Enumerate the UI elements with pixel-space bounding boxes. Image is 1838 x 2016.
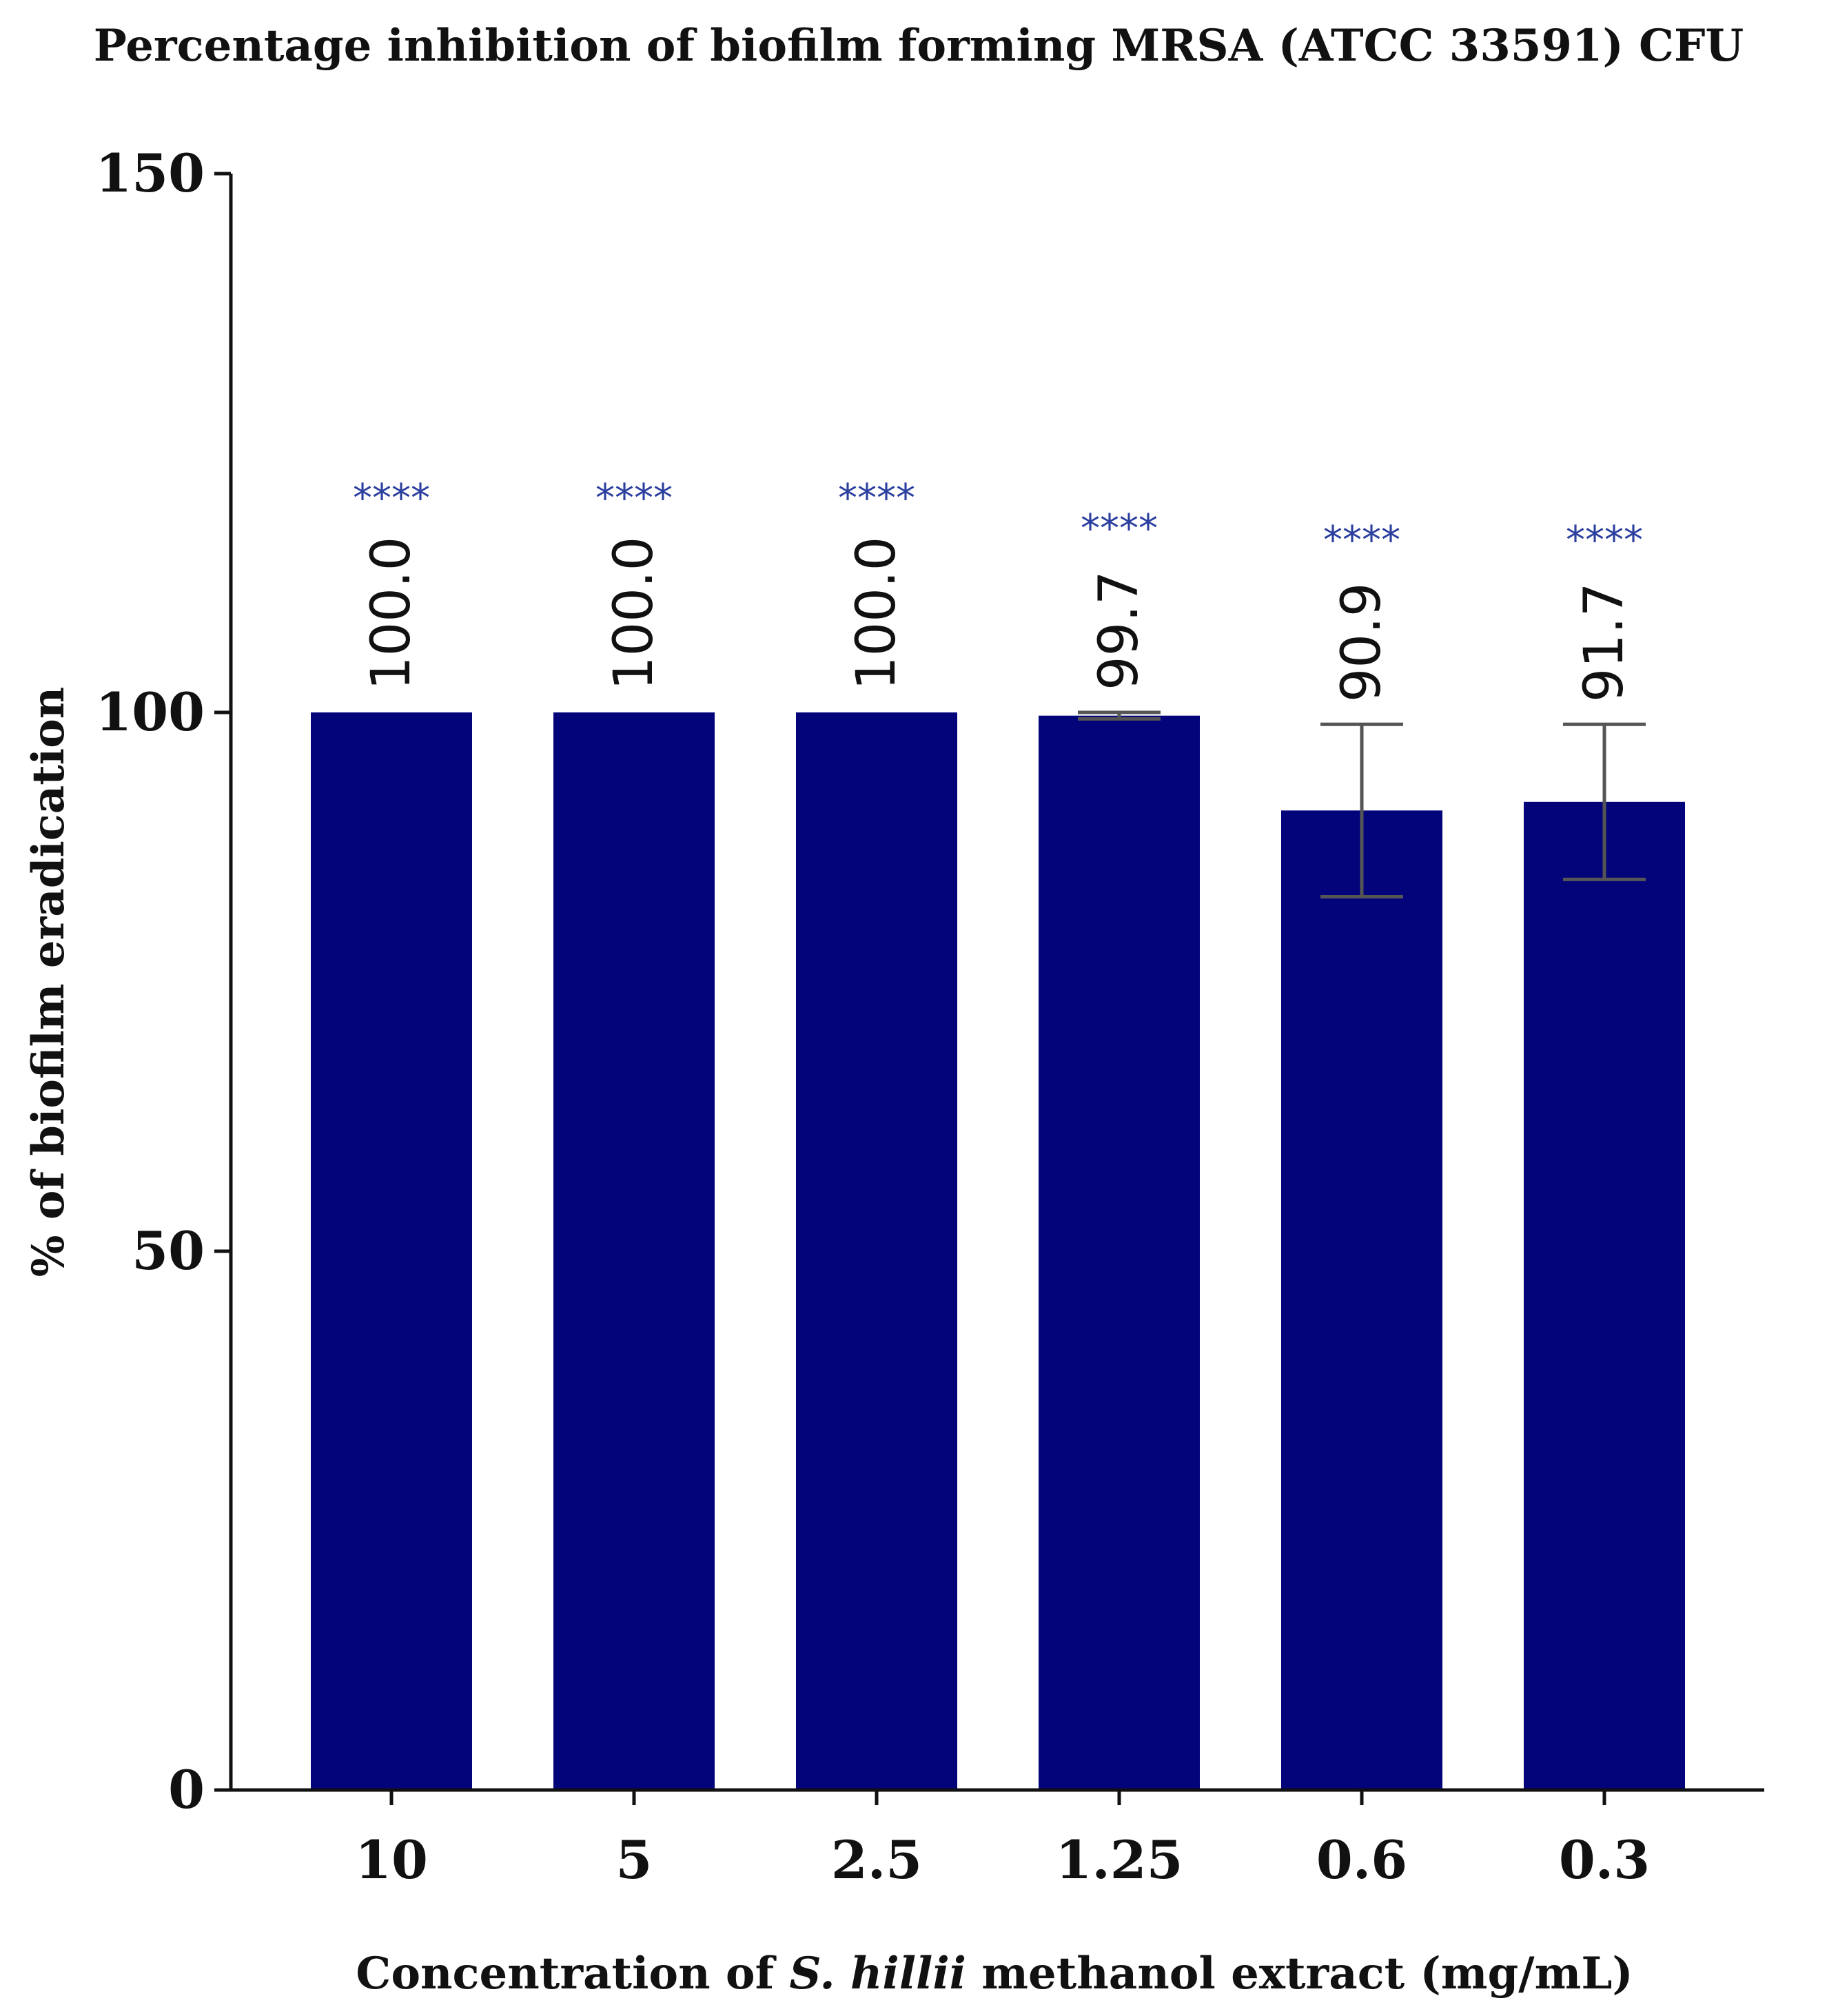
significance-label-0.3: **** (1566, 518, 1643, 563)
error-bars-layer (1078, 710, 1646, 898)
significance-label-1.25: **** (1081, 506, 1158, 551)
bar-1.25 (1039, 715, 1200, 1790)
y-ticks-layer: 0 50 100 150 (95, 143, 231, 1820)
x-axis-label-suffix: methanol extract (mg/mL) (966, 1948, 1633, 1999)
x-axis-label-prefix: Concentration of (356, 1948, 789, 1999)
error-bar-0.3 (1563, 722, 1646, 881)
significance-label-5: **** (595, 476, 673, 521)
bar-0.6 (1281, 810, 1442, 1790)
value-label-1.25: 99.7 (1088, 570, 1150, 690)
value-label-10: 100.0 (360, 537, 422, 690)
x-tick-label-1.25: 1.25 (1055, 1829, 1183, 1891)
bar-0.3 (1524, 801, 1685, 1790)
error-bar-1.25 (1078, 710, 1161, 721)
value-label-2.5: 100.0 (846, 537, 908, 690)
significance-label-0.6: **** (1323, 518, 1400, 563)
x-ticks-layer: 10 5 2.5 1.25 0.6 0.3 (355, 1790, 1650, 1891)
x-tick-label-0.6: 0.6 (1316, 1829, 1407, 1891)
y-tick-label-100: 100 (95, 681, 205, 743)
value-label-5: 100.0 (603, 537, 665, 690)
x-tick-label-10: 10 (355, 1829, 428, 1891)
significance-label-2.5: **** (838, 476, 915, 521)
bars-layer (311, 712, 1685, 1790)
value-label-0.3: 91.7 (1573, 583, 1635, 703)
y-tick-label-150: 150 (95, 143, 205, 204)
bar-5 (553, 712, 715, 1790)
bar-10 (311, 712, 472, 1790)
x-tick-label-0.3: 0.3 (1559, 1829, 1650, 1891)
y-axis-label: % of biofilm eradication (23, 687, 74, 1277)
bar-2.5 (796, 712, 957, 1790)
x-axis-label: Concentration of S. hillii methanol extr… (356, 1948, 1633, 1999)
y-tick-label-50: 50 (132, 1220, 205, 1282)
value-label-0.6: 90.9 (1331, 583, 1393, 703)
value-labels-layer: 100.0 **** 100.0 **** 100.0 **** 99.7 **** 90.9 *… (353, 476, 1643, 702)
x-tick-label-5: 5 (616, 1829, 653, 1891)
y-tick-label-0: 0 (168, 1759, 205, 1820)
error-bar-0.6 (1320, 722, 1403, 898)
chart-title: Percentage inhibition of biofilm forming… (94, 20, 1744, 72)
significance-label-10: **** (353, 476, 430, 521)
x-axis-label-species: S. hillii (789, 1948, 966, 1999)
x-tick-label-2.5: 2.5 (831, 1829, 922, 1891)
